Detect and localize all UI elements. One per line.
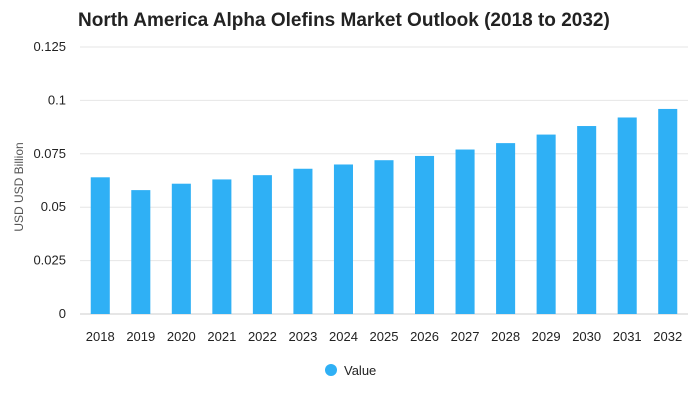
x-tick-label: 2018 — [86, 329, 115, 344]
bar-2019[interactable] — [131, 190, 151, 314]
x-tick-labels: 2018 2019 2020 2021 2022 2023 2024 2025 2026 2027… — [86, 329, 682, 344]
bar-2020[interactable] — [171, 183, 191, 314]
legend[interactable]: Value — [325, 363, 376, 378]
x-tick-label: 2020 — [167, 329, 196, 344]
bar-2026[interactable] — [415, 155, 435, 314]
x-tick-label: 2032 — [653, 329, 682, 344]
bar-2023[interactable] — [293, 168, 313, 314]
chart-title: North America Alpha Olefins Market Outlo… — [78, 10, 610, 31]
y-tick-label: 0.075 — [33, 146, 66, 161]
bar-2031[interactable] — [617, 117, 637, 314]
bar-2018[interactable] — [90, 177, 110, 314]
x-tick-label: 2024 — [329, 329, 358, 344]
x-tick-label: 2023 — [288, 329, 317, 344]
x-tick-label: 2028 — [491, 329, 520, 344]
y-tick-labels: 0 0.025 0.05 0.075 0.1 0.125 — [33, 39, 66, 321]
legend-label: Value — [344, 363, 376, 378]
bar-2027[interactable] — [455, 149, 475, 314]
x-tick-label: 2029 — [532, 329, 561, 344]
bar-2021[interactable] — [212, 179, 232, 314]
bar-2032[interactable] — [658, 108, 678, 314]
x-tick-label: 2026 — [410, 329, 439, 344]
x-tick-label: 2025 — [370, 329, 399, 344]
bar-2029[interactable] — [536, 134, 556, 314]
x-tick-label: 2021 — [207, 329, 236, 344]
y-tick-label: 0.025 — [33, 253, 66, 268]
y-tick-label: 0.05 — [41, 199, 66, 214]
x-tick-label: 2027 — [451, 329, 480, 344]
x-tick-label: 2030 — [572, 329, 601, 344]
y-tick-label: 0.125 — [33, 39, 66, 54]
y-tick-label: 0.1 — [48, 92, 66, 107]
y-axis-label: USD USD Billion — [12, 142, 26, 231]
x-tick-label: 2022 — [248, 329, 277, 344]
bar-2025[interactable] — [374, 160, 394, 314]
bar-2022[interactable] — [252, 175, 272, 314]
bars — [90, 108, 678, 314]
bar-2028[interactable] — [496, 143, 516, 314]
x-tick-label: 2019 — [126, 329, 155, 344]
y-tick-label: 0 — [59, 306, 66, 321]
legend-swatch — [325, 364, 337, 376]
bar-2024[interactable] — [333, 164, 353, 314]
x-tick-label: 2031 — [613, 329, 642, 344]
bar-2030[interactable] — [577, 126, 597, 314]
